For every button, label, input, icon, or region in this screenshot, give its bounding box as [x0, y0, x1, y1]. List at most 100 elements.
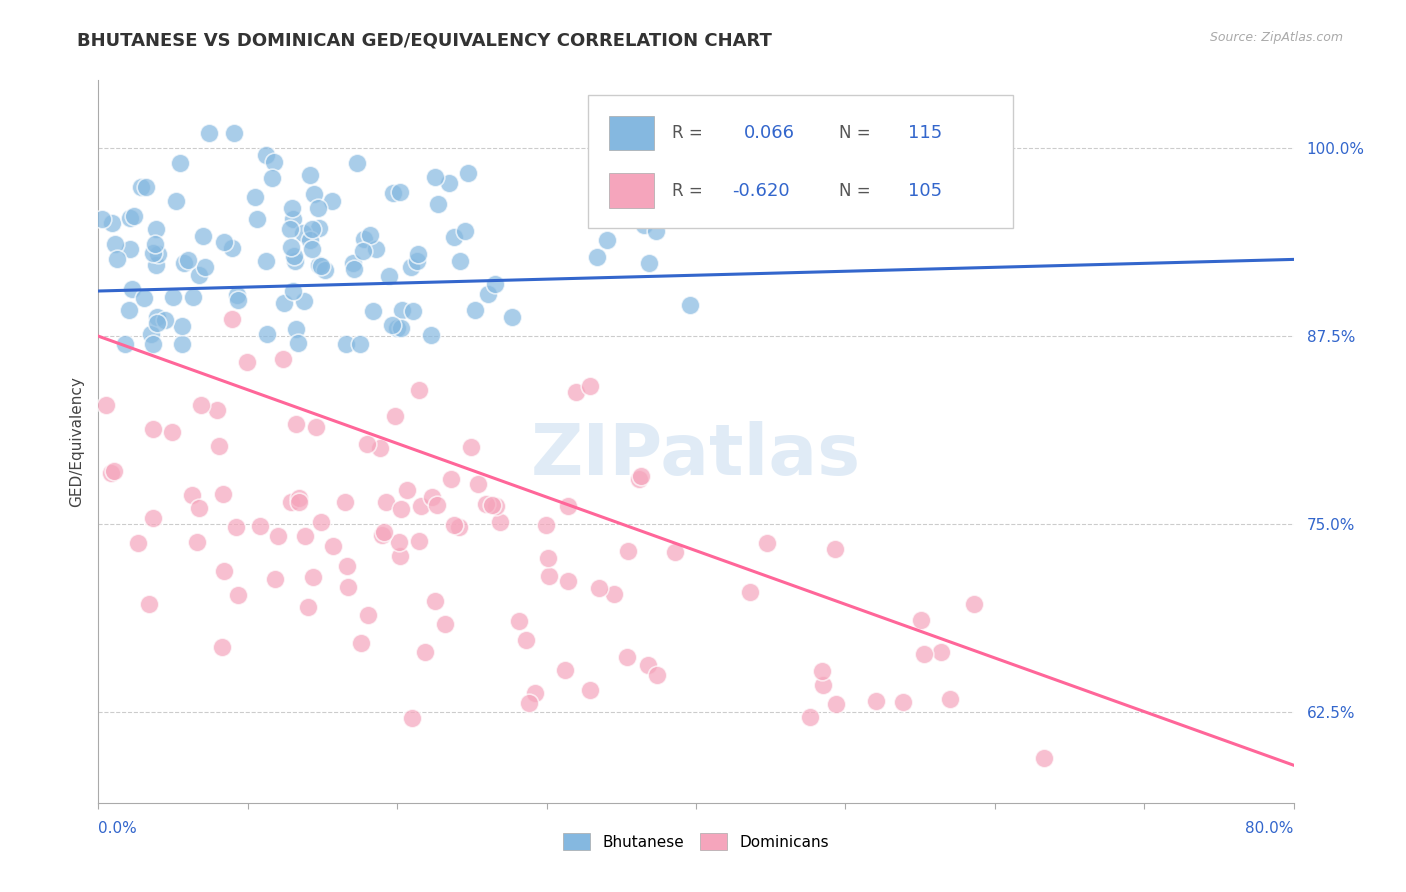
- Point: [254, 148, 277, 162]
- Point: [409, 499, 432, 513]
- Point: [413, 645, 436, 659]
- Point: [454, 224, 477, 238]
- Point: [447, 520, 470, 534]
- Point: [294, 293, 316, 308]
- Point: [309, 515, 332, 529]
- Point: [350, 636, 373, 650]
- Point: [357, 608, 380, 623]
- Point: [811, 664, 834, 678]
- Point: [1033, 750, 1056, 764]
- Point: [222, 126, 245, 140]
- Point: [388, 535, 411, 549]
- Point: [284, 254, 307, 268]
- Point: [396, 483, 419, 497]
- Point: [297, 600, 319, 615]
- Point: [391, 302, 413, 317]
- Point: [188, 268, 211, 282]
- Point: [426, 498, 449, 512]
- Point: [170, 336, 193, 351]
- Point: [105, 252, 128, 266]
- Point: [256, 326, 278, 341]
- Text: 0.0%: 0.0%: [98, 821, 138, 836]
- Point: [314, 262, 336, 277]
- Point: [349, 336, 371, 351]
- Point: [162, 289, 184, 303]
- Text: -0.620: -0.620: [733, 182, 789, 200]
- Point: [307, 201, 329, 215]
- Point: [226, 588, 249, 602]
- Point: [278, 222, 301, 236]
- Point: [173, 256, 195, 270]
- Point: [408, 383, 430, 397]
- Point: [322, 540, 344, 554]
- Point: [343, 261, 366, 276]
- Point: [537, 569, 560, 583]
- Y-axis label: GED/Equivalency: GED/Equivalency: [69, 376, 84, 507]
- Point: [308, 258, 330, 272]
- Point: [135, 180, 157, 194]
- Point: [142, 246, 165, 260]
- Point: [142, 336, 165, 351]
- Point: [226, 288, 249, 302]
- Point: [346, 156, 368, 170]
- Point: [246, 211, 269, 226]
- Point: [665, 208, 688, 222]
- Point: [370, 528, 392, 542]
- Point: [579, 379, 602, 393]
- Point: [844, 194, 866, 209]
- Point: [427, 197, 450, 211]
- Point: [464, 303, 486, 318]
- Point: [450, 254, 472, 268]
- Point: [142, 511, 165, 525]
- Point: [557, 574, 579, 589]
- Point: [260, 170, 283, 185]
- Point: [381, 186, 404, 201]
- Point: [389, 186, 412, 200]
- Point: [537, 550, 560, 565]
- Point: [938, 691, 960, 706]
- Point: [401, 304, 423, 318]
- Point: [121, 282, 143, 296]
- Point: [408, 533, 430, 548]
- Point: [100, 216, 122, 230]
- Point: [280, 239, 302, 253]
- Point: [100, 467, 122, 481]
- Text: R =: R =: [672, 124, 703, 142]
- Text: 105: 105: [907, 182, 942, 200]
- Point: [281, 201, 304, 215]
- Point: [214, 235, 236, 249]
- Point: [457, 166, 479, 180]
- Point: [515, 633, 537, 648]
- Point: [153, 313, 176, 327]
- Point: [425, 593, 447, 607]
- Point: [221, 241, 243, 255]
- Point: [309, 260, 332, 274]
- Point: [501, 310, 523, 324]
- Point: [177, 253, 200, 268]
- Point: [284, 322, 307, 336]
- Point: [891, 695, 914, 709]
- Point: [205, 403, 228, 417]
- Point: [484, 277, 506, 292]
- Point: [288, 491, 311, 505]
- FancyBboxPatch shape: [589, 95, 1012, 228]
- Point: [132, 291, 155, 305]
- Point: [249, 518, 271, 533]
- Point: [302, 187, 325, 202]
- Point: [481, 499, 503, 513]
- Point: [638, 255, 661, 269]
- Point: [387, 321, 409, 335]
- Point: [335, 336, 357, 351]
- Point: [477, 286, 499, 301]
- Point: [321, 194, 343, 208]
- Point: [162, 425, 184, 439]
- Point: [440, 472, 463, 486]
- Point: [368, 441, 391, 455]
- Point: [194, 260, 217, 275]
- Point: [191, 229, 214, 244]
- Point: [288, 495, 311, 509]
- Point: [142, 422, 165, 436]
- Point: [165, 194, 187, 209]
- Point: [929, 645, 952, 659]
- Point: [264, 573, 287, 587]
